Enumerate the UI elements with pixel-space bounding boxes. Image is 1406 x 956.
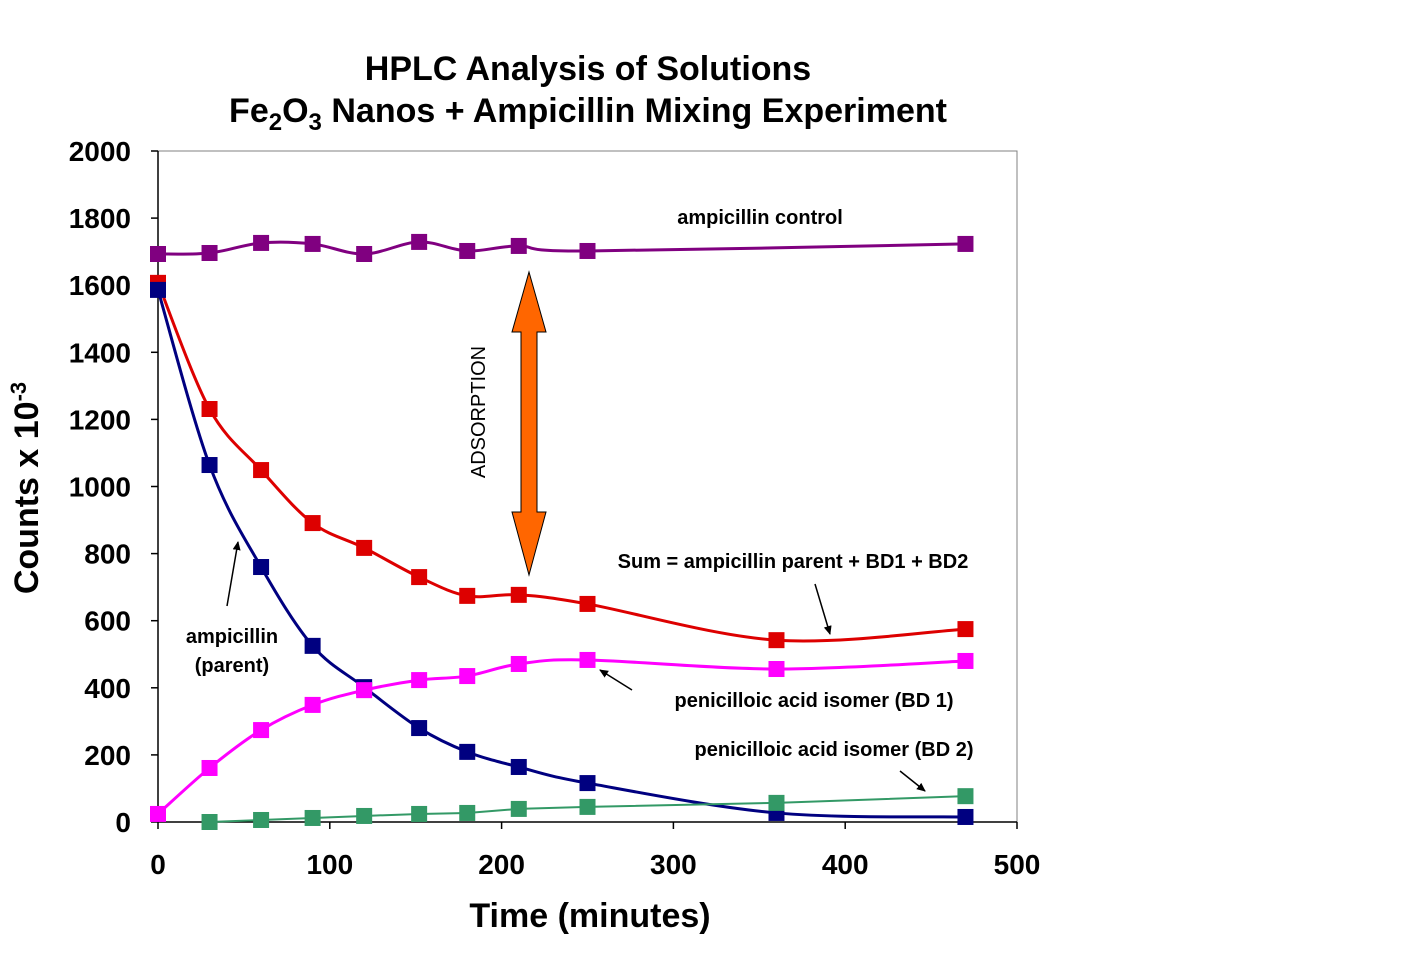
y-tick-label: 1200 bbox=[69, 404, 131, 435]
annotation-bd1: penicilloic acid isomer (BD 1) bbox=[675, 690, 954, 712]
data-point-ampicillin-parent bbox=[957, 808, 974, 825]
data-point-ampicillin-parent bbox=[411, 720, 428, 737]
data-point-ampicillin-control bbox=[957, 235, 974, 252]
chart-title-line1: HPLC Analysis of Solutions bbox=[365, 50, 811, 88]
series-line-ampicillin-control bbox=[157, 240, 966, 256]
data-point-penicilloic-acid-isomer-bd-1 bbox=[304, 696, 321, 713]
y-tick-label: 400 bbox=[84, 673, 131, 704]
x-tick-label: 0 bbox=[150, 849, 166, 880]
x-tick-label: 400 bbox=[822, 849, 869, 880]
data-point-ampicillin-control bbox=[201, 244, 218, 261]
y-tick-label: 0 bbox=[115, 807, 131, 838]
adsorption-label: ADSORPTION bbox=[468, 346, 490, 478]
data-point-penicilloic-acid-isomer-bd-2 bbox=[768, 794, 785, 811]
data-point-ampicillin-parent bbox=[201, 457, 218, 474]
data-point-sum-ampicillin-parent-bd1-bd2 bbox=[201, 400, 218, 417]
pointer-arrow-bd2 bbox=[899, 770, 926, 792]
y-tick-label: 1400 bbox=[69, 337, 131, 368]
data-point-ampicillin-control bbox=[579, 242, 596, 259]
x-tick-label: 300 bbox=[650, 849, 697, 880]
data-point-penicilloic-acid-isomer-bd-2 bbox=[579, 798, 596, 815]
annotation-parent-2: (parent) bbox=[195, 655, 269, 677]
data-point-ampicillin-control bbox=[459, 242, 476, 259]
data-point-ampicillin-parent bbox=[459, 743, 476, 760]
data-point-ampicillin-parent bbox=[150, 281, 166, 298]
data-point-penicilloic-acid-isomer-bd-1 bbox=[411, 672, 428, 689]
data-point-sum-ampicillin-parent-bd1-bd2 bbox=[510, 586, 527, 603]
series-line-penicilloic-acid-isomer-bd-2 bbox=[209, 795, 966, 823]
data-point-sum-ampicillin-parent-bd1-bd2 bbox=[304, 515, 321, 532]
annotation-control: ampicillin control bbox=[677, 207, 843, 229]
data-point-penicilloic-acid-isomer-bd-1 bbox=[150, 805, 166, 822]
adsorption-arrow bbox=[511, 270, 547, 577]
data-point-penicilloic-acid-isomer-bd-1 bbox=[201, 759, 218, 776]
series-line-penicilloic-acid-isomer-bd-1 bbox=[157, 658, 966, 816]
y-tick-label: 600 bbox=[84, 606, 131, 637]
data-point-ampicillin-control bbox=[253, 234, 270, 251]
annotation-sum: Sum = ampicillin parent + BD1 + BD2 bbox=[618, 551, 969, 573]
data-point-ampicillin-parent bbox=[579, 775, 596, 792]
data-point-penicilloic-acid-isomer-bd-1 bbox=[579, 651, 596, 668]
series-line-sum-ampicillin-parent-bd1-bd2 bbox=[156, 282, 966, 643]
x-tick-label: 200 bbox=[478, 849, 525, 880]
data-point-penicilloic-acid-isomer-bd-2 bbox=[957, 788, 974, 805]
data-point-penicilloic-acid-isomer-bd-1 bbox=[768, 661, 785, 678]
data-point-penicilloic-acid-isomer-bd-2 bbox=[411, 805, 428, 822]
x-tick-label: 100 bbox=[306, 849, 353, 880]
data-point-sum-ampicillin-parent-bd1-bd2 bbox=[957, 621, 974, 638]
data-point-penicilloic-acid-isomer-bd-1 bbox=[459, 668, 476, 685]
data-point-penicilloic-acid-isomer-bd-2 bbox=[304, 809, 321, 826]
pointer-arrow-sum bbox=[814, 583, 832, 635]
x-tick-label: 500 bbox=[994, 849, 1041, 880]
data-point-ampicillin-control bbox=[356, 245, 373, 262]
y-tick-label: 200 bbox=[84, 740, 131, 771]
data-point-ampicillin-parent bbox=[253, 559, 270, 576]
y-axis-label: Counts x 10-3 bbox=[6, 382, 46, 594]
x-axis-label: Time (minutes) bbox=[469, 897, 710, 935]
data-point-ampicillin-control bbox=[510, 237, 527, 254]
annotation-parent-1: ampicillin bbox=[186, 626, 278, 648]
y-tick-label: 2000 bbox=[69, 136, 131, 167]
data-point-penicilloic-acid-isomer-bd-2 bbox=[253, 811, 270, 828]
data-point-sum-ampicillin-parent-bd1-bd2 bbox=[459, 587, 476, 604]
data-point-sum-ampicillin-parent-bd1-bd2 bbox=[253, 462, 270, 479]
data-point-penicilloic-acid-isomer-bd-1 bbox=[510, 655, 527, 672]
data-point-penicilloic-acid-isomer-bd-2 bbox=[459, 804, 476, 821]
data-point-penicilloic-acid-isomer-bd-1 bbox=[957, 652, 974, 669]
data-point-ampicillin-control bbox=[304, 235, 321, 252]
data-point-sum-ampicillin-parent-bd1-bd2 bbox=[356, 539, 373, 556]
chart-title-line2: Fe2O3 Nanos + Ampicillin Mixing Experime… bbox=[229, 92, 947, 136]
data-point-penicilloic-acid-isomer-bd-2 bbox=[510, 800, 527, 817]
data-point-ampicillin-parent bbox=[510, 758, 527, 775]
y-tick-label: 800 bbox=[84, 539, 131, 570]
annotation-bd2: penicilloic acid isomer (BD 2) bbox=[695, 739, 974, 761]
data-point-penicilloic-acid-isomer-bd-1 bbox=[253, 722, 270, 739]
pointer-arrow-bd1 bbox=[599, 669, 633, 691]
data-point-sum-ampicillin-parent-bd1-bd2 bbox=[411, 569, 428, 586]
pointer-arrow-parent bbox=[226, 541, 241, 607]
y-tick-label: 1000 bbox=[69, 472, 131, 503]
data-point-ampicillin-control bbox=[150, 245, 166, 262]
data-point-ampicillin-parent bbox=[304, 637, 321, 654]
y-tick-label: 1800 bbox=[69, 203, 131, 234]
data-point-penicilloic-acid-isomer-bd-2 bbox=[356, 807, 373, 824]
data-point-sum-ampicillin-parent-bd1-bd2 bbox=[579, 595, 596, 612]
y-tick-label: 1600 bbox=[69, 270, 131, 301]
data-point-penicilloic-acid-isomer-bd-2 bbox=[201, 814, 218, 830]
data-point-ampicillin-control bbox=[411, 233, 428, 250]
data-point-sum-ampicillin-parent-bd1-bd2 bbox=[768, 632, 785, 649]
data-point-penicilloic-acid-isomer-bd-1 bbox=[356, 682, 373, 699]
